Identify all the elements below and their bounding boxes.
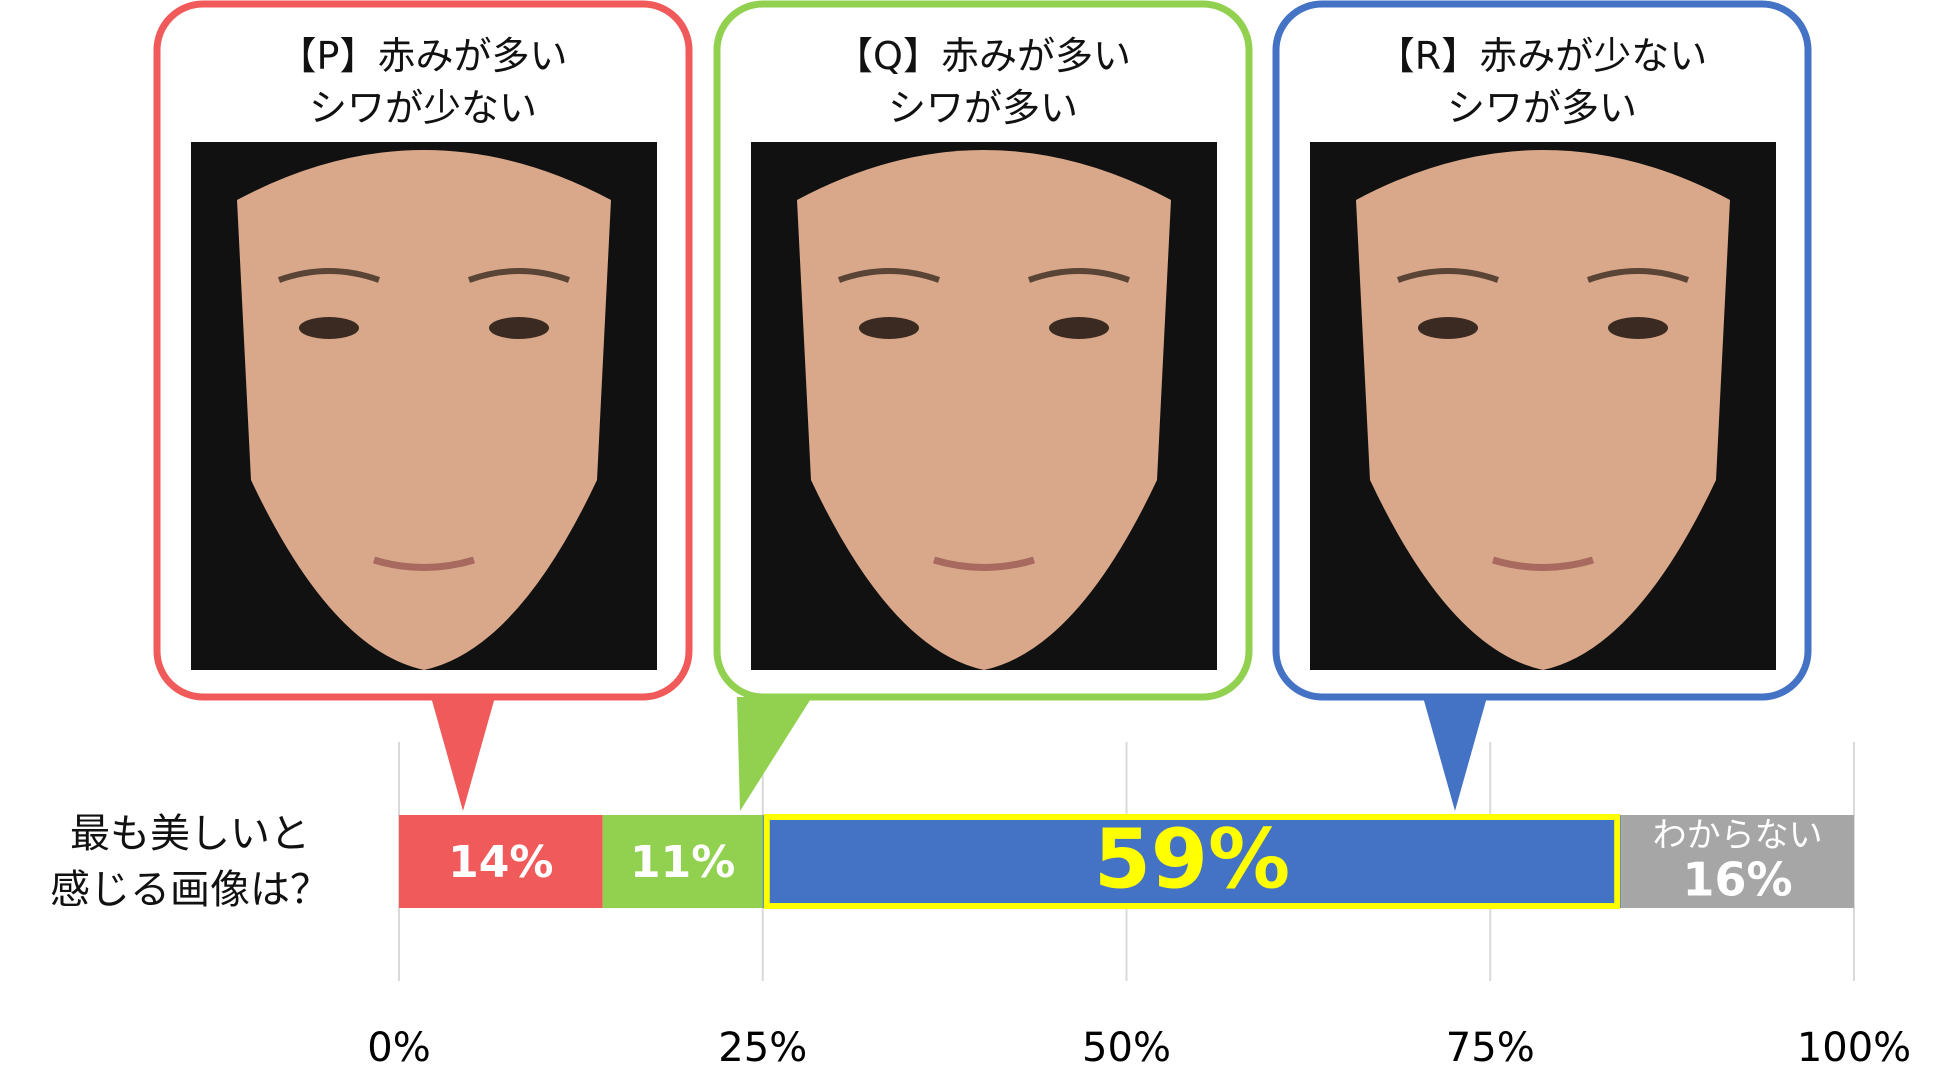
face [1356,150,1730,670]
callout-pointer [737,697,812,811]
value-label: 11% [630,837,735,888]
value-label: 16% [1683,853,1793,907]
bar-segment [602,815,763,908]
callout [153,0,693,811]
brow [1396,268,1500,283]
highlight-frame [763,814,1621,909]
eye [859,317,919,339]
brow [1027,268,1131,283]
x-tick-label: 0% [367,1025,430,1071]
category-label: 最も美しいと 感じる画像は？ [50,811,330,913]
mouth [372,556,476,571]
brow [467,268,571,283]
callout [1272,0,1812,811]
eye [1418,317,1478,339]
legend-entry: 【P】赤みが多い シワが少ない [278,34,568,130]
bar-segment [399,815,603,908]
callout [713,0,1253,811]
eye [1049,317,1109,339]
x-tick-label: 100% [1797,1025,1911,1071]
x-tick-label: 25% [718,1025,807,1071]
eye [489,317,549,339]
brow [837,268,941,283]
value-label: 59% [1094,812,1290,907]
bar-segment [1621,815,1854,908]
legend-entry: 【Q】赤みが多い シワが多い [835,34,1131,130]
mouth [1491,556,1595,571]
eye [1608,317,1668,339]
eye [299,317,359,339]
x-tick-label: 50% [1082,1025,1171,1071]
mouth [932,556,1036,571]
face [237,150,611,670]
callout-pointer [1423,697,1487,811]
category-name: わからない [1653,816,1823,856]
legend-entry: 【R】赤みが少ない シワが多い [1376,34,1708,130]
brow [1586,268,1690,283]
value-label: 14% [448,837,553,888]
x-tick-label: 75% [1446,1025,1535,1071]
callout-pointer [431,697,495,811]
brow [277,268,381,283]
face [797,150,1171,670]
bar-segment [762,815,1622,908]
